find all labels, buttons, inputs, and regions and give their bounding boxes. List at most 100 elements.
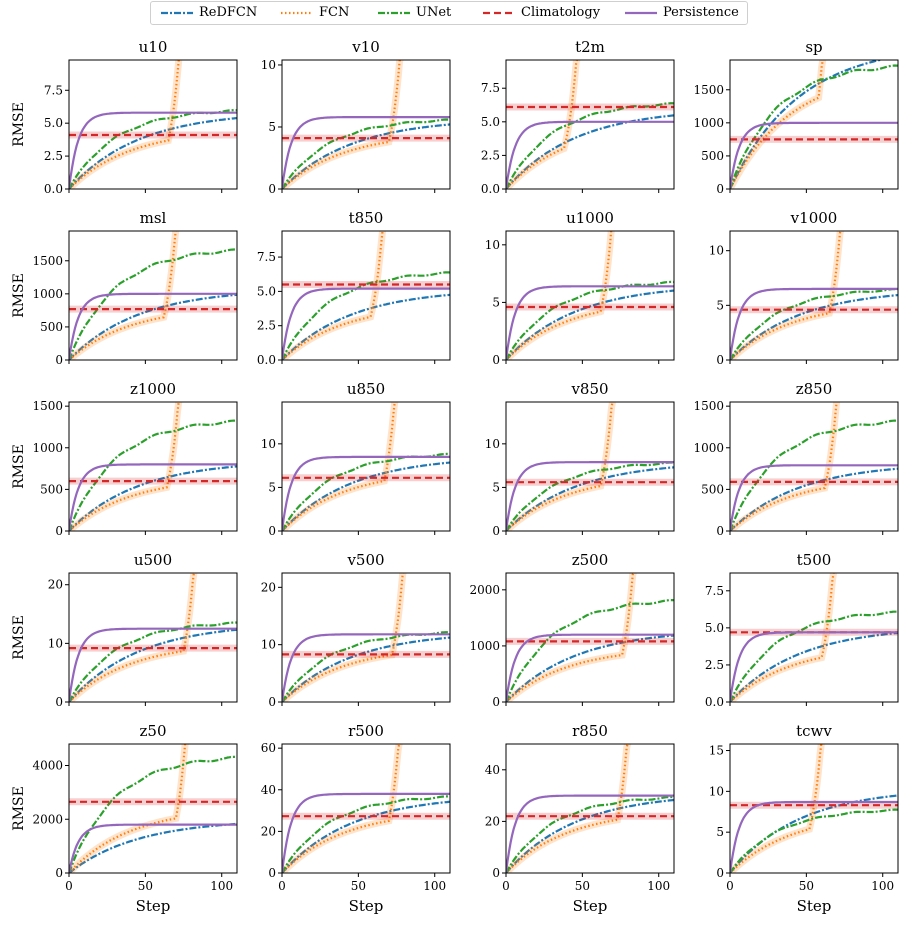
line-persistence [730,287,898,360]
y-tick-label: 500 [701,149,724,163]
line-unet [282,631,450,702]
y-tick-label: 10 [485,437,500,451]
band-fcn [69,573,198,702]
legend-label-fcn: FCN [319,5,350,20]
band-fcn [69,60,183,189]
line-fcn [69,573,195,702]
y-tick-label: 2.5 [257,319,276,333]
y-tick-label: 0.0 [705,695,724,709]
series-group [69,744,237,873]
series-group [506,231,674,360]
y-tick-label: 1000 [469,639,500,653]
y-tick-label: 5 [716,825,724,839]
subplot-u500: u500 0 10 20 RMSE [11,551,238,709]
y-tick-label: 1500 [693,399,724,413]
y-tick-label: 10 [261,58,276,72]
subplot-title: z850 [796,380,833,398]
y-tick-label: 7.5 [44,83,63,97]
line-persistence [69,823,237,873]
band-fcn [730,231,845,360]
series-group [730,60,898,189]
axes-frame [729,59,899,190]
y-axis-label: RMSE [11,273,27,318]
series-group [282,60,450,189]
subplot-z850: z850 0 500 1000 1500 [693,380,899,538]
line-unet [282,118,450,189]
band-fcn [506,402,617,531]
series-group [506,744,674,873]
line-persistence [506,794,674,873]
y-tick-label: 0 [716,353,724,367]
series-group [282,744,450,873]
x-tick-label: 0 [65,879,73,893]
legend-label-unet: UNet [416,5,452,20]
y-tick-label: 1000 [32,441,63,455]
y-tick-label: 0 [492,524,500,538]
axes-frame [281,401,451,532]
line-unet [506,461,674,531]
line-redfcn [506,289,674,360]
axes-frame [68,743,238,874]
subplot-title: v500 [346,551,384,569]
y-tick-label: 20 [261,824,276,838]
series-group [730,402,898,531]
legend-item-redfcn: ReDFCN [157,2,267,24]
y-tick-label: 5.0 [257,284,276,298]
line-fcn [730,744,823,873]
axes-frame [505,572,675,703]
y-tick-label: 10 [709,784,724,798]
x-tick-label: 0 [502,879,510,893]
legend-swatch-redfcn [161,11,193,15]
line-redfcn [506,466,674,531]
line-redfcn [69,628,237,702]
y-tick-label: 5 [268,120,276,134]
line-redfcn [282,293,450,360]
line-fcn [282,60,402,189]
y-tick-label: 5 [492,295,500,309]
y-tick-label: 20 [48,578,63,592]
legend-item-unet: UNet [374,2,474,24]
x-tick-label: 100 [423,879,446,893]
series-group [730,744,898,873]
y-tick-label: 0.0 [44,182,63,196]
y-tick-label: 500 [40,482,63,496]
y-axis-label: RMSE [11,615,27,660]
band-fcn [282,573,407,702]
axes-frame [281,572,451,703]
line-persistence [282,455,450,531]
subplot-title: u850 [347,380,385,398]
line-redfcn [730,467,898,531]
line-redfcn [506,634,674,702]
subplot-title: msl [140,209,167,227]
y-tick-label: 15 [709,744,724,758]
line-fcn [506,573,635,702]
line-fcn [282,573,405,702]
series-group [282,573,450,702]
subplot-title: r850 [572,722,608,740]
line-fcn [506,60,579,189]
line-persistence [506,461,674,531]
subplot-title: r500 [348,722,384,740]
y-tick-label: 10 [261,638,276,652]
y-tick-label: 40 [485,763,500,777]
series-group [506,573,674,702]
y-tick-label: 10 [48,636,63,650]
line-persistence [69,627,237,702]
y-tick-label: 0 [268,866,276,880]
line-persistence [282,116,450,189]
y-tick-label: 5.0 [44,116,63,130]
line-unet [506,599,674,702]
line-fcn [282,402,396,531]
subplot-title: u1000 [566,209,614,227]
subplot-t850: t850 0.0 2.5 5.0 7.5 [257,209,451,367]
subplot-u1000: u1000 0 5 10 [485,209,675,367]
band-fcn [282,60,404,189]
y-tick-label: 60 [261,741,276,755]
line-fcn [282,231,384,360]
y-tick-label: 0 [716,524,724,538]
series-group [282,231,450,360]
line-fcn [506,231,613,360]
series-group [282,402,450,531]
band-fcn [730,402,841,531]
